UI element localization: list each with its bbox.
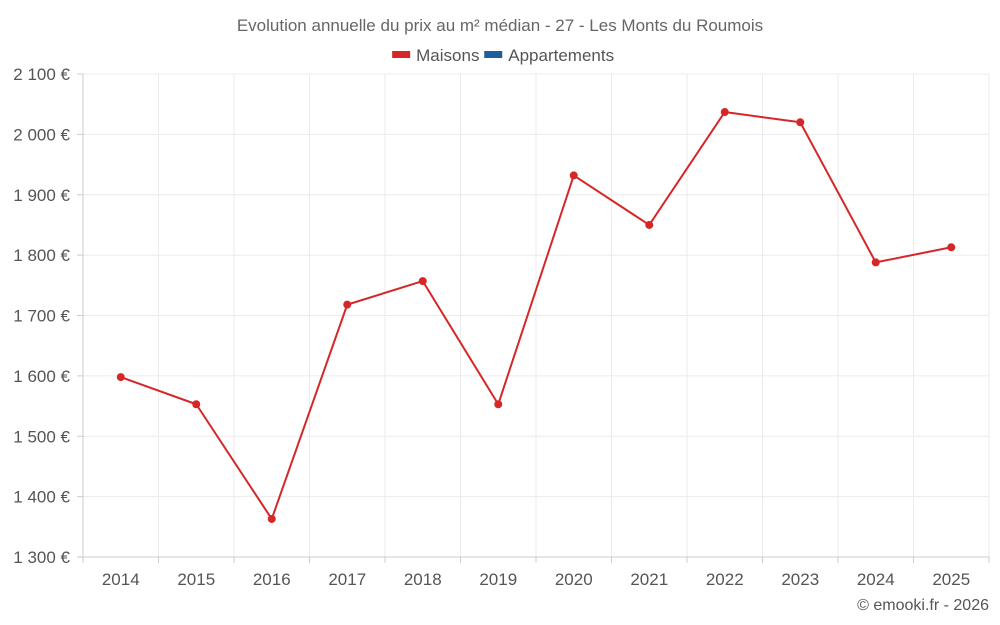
x-tick-label: 2018: [404, 570, 442, 589]
x-tick-label: 2025: [932, 570, 970, 589]
data-point-maisons-2015: [192, 400, 201, 409]
x-tick-label: 2023: [781, 570, 819, 589]
y-tick-label: 1 300 €: [13, 548, 70, 567]
legend-label-maisons: Maisons: [416, 46, 479, 65]
y-tick-label: 2 000 €: [13, 125, 70, 144]
y-tick-label: 1 900 €: [13, 186, 70, 205]
y-tick-label: 2 100 €: [13, 65, 70, 84]
x-tick-label: 2021: [630, 570, 668, 589]
legend-swatch-maisons: [392, 51, 411, 58]
data-point-maisons-2021: [645, 220, 654, 229]
axes: [77, 73, 990, 563]
series-line-maisons: [120, 111, 952, 520]
y-tick-label: 1 600 €: [13, 367, 70, 386]
data-point-maisons-2014: [116, 373, 125, 382]
data-point-maisons-2020: [569, 171, 578, 180]
legend-swatch-appartements: [484, 51, 503, 58]
data-point-maisons-2018: [418, 277, 427, 286]
y-tick-label: 1 800 €: [13, 246, 70, 265]
x-tick-label: 2020: [555, 570, 593, 589]
data-point-maisons-2022: [720, 108, 729, 117]
data-point-maisons-2017: [343, 300, 352, 309]
x-tick-label: 2022: [706, 570, 744, 589]
data-point-maisons-2016: [267, 514, 276, 523]
x-tick-label: 2024: [857, 570, 895, 589]
legend-label-appartements: Appartements: [508, 46, 614, 65]
chart-title: Evolution annuelle du prix au m² médian …: [237, 16, 763, 35]
y-tick-label: 1 500 €: [13, 427, 70, 446]
series-group: [116, 108, 956, 523]
y-tick-label: 1 700 €: [13, 307, 70, 326]
data-point-maisons-2023: [796, 118, 805, 127]
x-tick-label: 2016: [253, 570, 291, 589]
x-tick-label: 2014: [102, 570, 140, 589]
data-point-maisons-2024: [871, 258, 880, 267]
y-tick-label: 1 400 €: [13, 488, 70, 507]
credit-text: © emooki.fr - 2026: [857, 597, 989, 614]
y-tick-labels: 1 300 € 1 400 € 1 500 € 1 600 € 1 700 € 1 800…: [13, 65, 70, 567]
x-tick-label: 2015: [177, 570, 215, 589]
x-tick-label: 2017: [328, 570, 366, 589]
data-point-maisons-2025: [947, 243, 956, 252]
legend: Maisons Appartements: [392, 46, 614, 65]
data-point-maisons-2019: [494, 400, 503, 409]
x-tick-label: 2019: [479, 570, 517, 589]
x-tick-labels: 2014 2015 2016 2017 2018 2019 2020 2021 2022 2023…: [102, 570, 970, 589]
